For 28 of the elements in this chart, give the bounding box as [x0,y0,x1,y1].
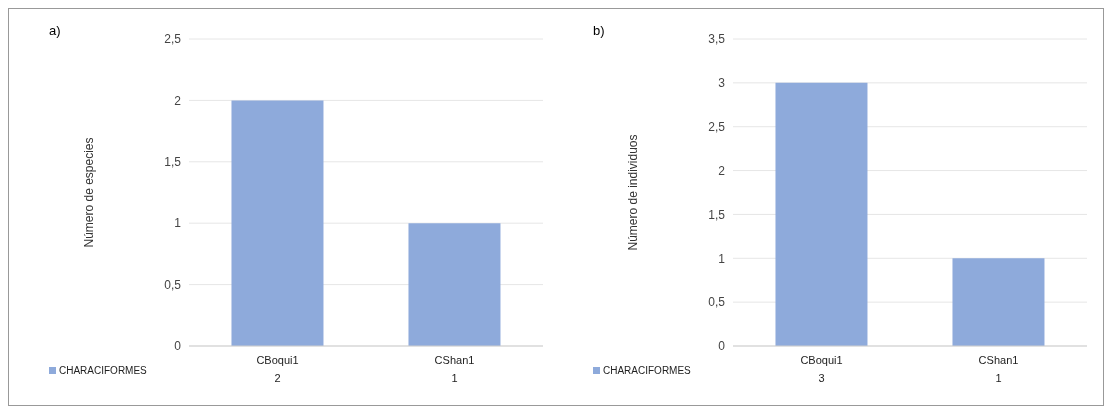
y-tick-label: 1,5 [708,207,726,222]
y-tick-label: 1,5 [164,155,182,170]
y-axis-title: Número de especies [82,137,97,248]
y-tick-label: 2,5 [164,32,182,47]
y-tick-label: 2,5 [708,119,726,134]
data-label: 3 [818,372,825,384]
text: b) [593,23,605,38]
data-label: 1 [451,372,458,384]
legend-label: CHARACIFORMES [58,365,148,376]
y-tick-label: 0 [718,339,726,354]
y-tick-label: 3,5 [708,32,726,47]
y-tick-label: 1 [718,251,726,266]
data-label: 2 [274,372,281,384]
x-tick-label: CBoqui1 [800,354,843,366]
x-tick-label: CShan1 [434,354,475,366]
y-tick-label: 1 [174,216,182,231]
text: a) [49,23,61,38]
legend-label: CHARACIFORMES [602,365,692,376]
x-tick-label: CShan1 [978,354,1019,366]
y-tick-label: 0 [174,339,182,354]
y-tick-label: 3 [718,76,726,91]
data-label: 1 [995,372,1002,384]
y-tick-label: 0,5 [164,277,182,292]
y-tick-label: 2 [718,163,726,178]
y-tick-label: 0,5 [708,295,726,310]
y-axis-title: Número de individuos [626,134,641,251]
x-tick-label: CBoqui1 [256,354,299,366]
y-tick-label: 2 [174,93,182,108]
